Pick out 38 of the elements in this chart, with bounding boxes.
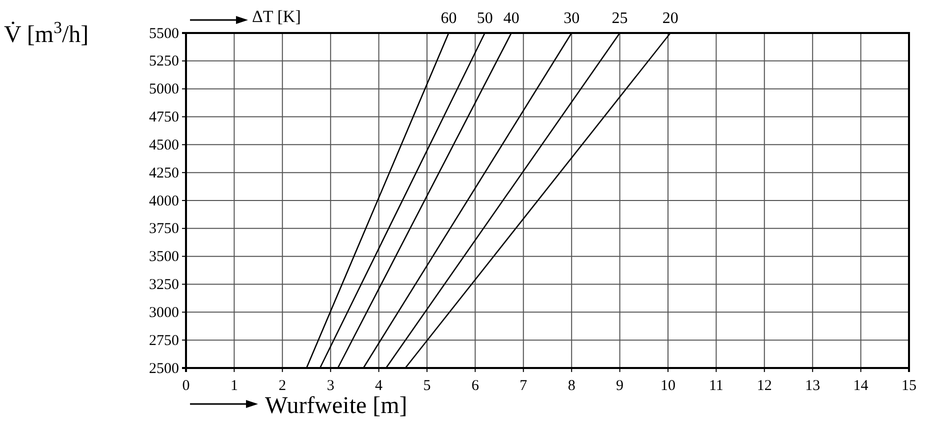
series-label: 50 bbox=[476, 10, 493, 27]
x-tick-label: 15 bbox=[902, 378, 916, 394]
x-tick-label: 3 bbox=[326, 378, 334, 394]
x-tick-label: 1 bbox=[230, 378, 238, 394]
x-tick-label: 2 bbox=[278, 378, 286, 394]
y-tick-label: 4000 bbox=[149, 193, 179, 210]
x-axis-title: Wurfweite [m] bbox=[265, 393, 408, 419]
y-tick-label: 5500 bbox=[149, 26, 179, 42]
x-tick-label: 14 bbox=[853, 378, 869, 394]
y-axis-title: V̇ [m$^{3}$/h] bbox=[4, 18, 89, 48]
series-label: 20 bbox=[662, 10, 678, 27]
y-tick-label: 4750 bbox=[149, 110, 179, 126]
y-tick-label: 4250 bbox=[149, 165, 179, 182]
x-tick-label: 5 bbox=[423, 378, 431, 394]
series-label: 60 bbox=[440, 10, 457, 27]
legend-title: ΔT [K] bbox=[252, 7, 301, 26]
y-tick-label: 2500 bbox=[149, 360, 179, 377]
x-tick-label: 0 bbox=[182, 378, 190, 394]
y-tick-label: 4500 bbox=[149, 137, 179, 154]
series-label: 30 bbox=[564, 10, 580, 27]
y-tick-label: 2750 bbox=[149, 332, 179, 349]
x-tick-label: 9 bbox=[616, 378, 624, 394]
y-tick-label: 3250 bbox=[149, 277, 179, 294]
x-tick-label: 11 bbox=[708, 378, 724, 394]
x-tick-label: 8 bbox=[568, 378, 576, 394]
y-tick-label: 3500 bbox=[149, 249, 179, 266]
y-tick-label: 3750 bbox=[149, 221, 179, 238]
y-tick-label: 3000 bbox=[149, 304, 179, 321]
y-tick-label: 5000 bbox=[149, 82, 179, 98]
x-tick-label: 12 bbox=[756, 378, 772, 394]
y-tick-label: 5250 bbox=[149, 54, 179, 70]
series-label: 25 bbox=[612, 10, 628, 27]
x-tick-label: 6 bbox=[471, 378, 480, 394]
x-tick-label: 13 bbox=[805, 378, 820, 394]
x-tick-label: 7 bbox=[520, 378, 528, 394]
x-tick-label: 4 bbox=[375, 378, 384, 394]
x-tick-label: 10 bbox=[660, 378, 676, 394]
series-label: 40 bbox=[503, 10, 520, 27]
